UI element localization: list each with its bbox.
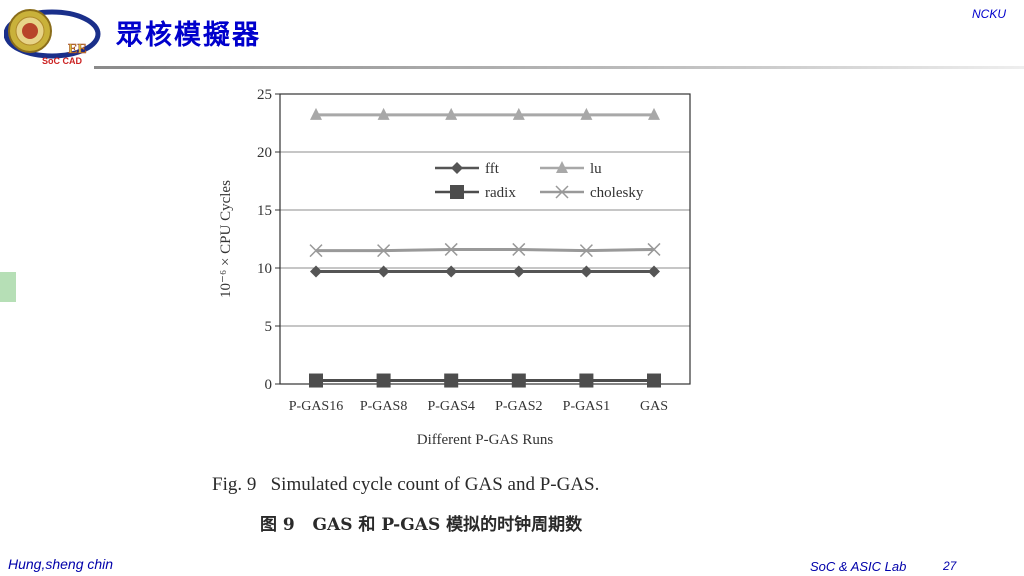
y-tick-label: 0 [265,377,273,393]
legend-label-radix: radix [485,185,516,201]
y-axis-label: 10⁻⁶ × CPU Cycles [218,180,234,298]
data-point-radix [511,373,526,388]
y-tick-label: 20 [257,145,272,161]
data-point-cholesky [579,244,593,258]
lab-name: SoC & ASIC Lab [810,559,907,574]
data-point-cholesky [377,244,391,258]
data-point-radix [309,373,323,388]
line-chart: 0 5 10 15 20 25 P-GAS16 P-GAS8 P-GAS4 P-GAS2 P-GAS… [218,87,691,448]
x-tick-label: P-GAS8 [360,399,407,414]
data-point-lu [445,107,458,120]
y-tick-label: 25 [257,87,272,103]
figure: 0 5 10 15 20 25 P-GAS16 P-GAS8 P-GAS4 P-GAS2 P-GAS… [180,72,740,552]
data-point-cholesky [512,242,526,256]
plot-frame [279,93,691,385]
logo: EE SoC CAD [3,4,104,66]
y-tick-label: 10 [257,261,272,277]
x-tick-label: GAS [640,399,668,414]
data-point-fft [377,265,390,278]
data-point-radix [647,373,661,388]
legend-marker-cholesky [555,185,569,199]
slide-marker [0,272,16,302]
legend-marker-fft [451,162,463,174]
data-point-radix [444,373,459,388]
data-point-lu [377,107,390,120]
legend-label-lu: lu [590,161,602,177]
y-tick-label: 15 [257,203,272,219]
data-point-fft [512,265,525,278]
y-tick-label: 5 [265,319,273,335]
logo-text: EE [68,42,87,57]
data-point-fft [310,265,322,278]
legend-label-fft: fft [485,161,500,177]
data-point-cholesky [647,242,661,256]
data-point-radix [579,373,594,388]
data-point-fft [445,265,458,278]
x-tick-label: P-GAS1 [563,399,610,414]
data-point-radix [376,373,391,388]
data-point-lu [580,107,593,120]
data-point-cholesky [309,244,323,258]
x-tick-label: P-GAS16 [289,399,343,414]
x-tick-label: P-GAS4 [427,399,474,414]
logo-subtext: SoC CAD [42,56,82,66]
data-point-cholesky [444,242,458,256]
x-axis-label: Different P-GAS Runs [417,432,554,448]
page-number: 27 [943,559,957,573]
data-point-lu [310,107,322,120]
author: Hung,sheng chin [8,556,114,572]
legend-marker-lu [556,161,568,173]
series-line-cholesky [316,247,655,253]
legend-label-cholesky: cholesky [590,185,644,201]
x-tick-label: P-GAS2 [495,399,542,414]
figure-caption-en: Fig. 9 Simulated cycle count of GAS and … [212,474,600,495]
org-label: NCKU [971,7,1006,21]
legend-marker-radix [450,185,464,199]
data-point-fft [580,265,593,278]
figure-caption-zh: 图 9 GAS 和 P-GAS 模拟的时钟周期数 [260,515,583,535]
data-point-lu [512,107,525,120]
slide-title: 眾核模擬器 [116,20,261,51]
data-point-lu [648,107,660,120]
header-divider [94,66,1024,69]
data-point-fft [648,265,660,278]
